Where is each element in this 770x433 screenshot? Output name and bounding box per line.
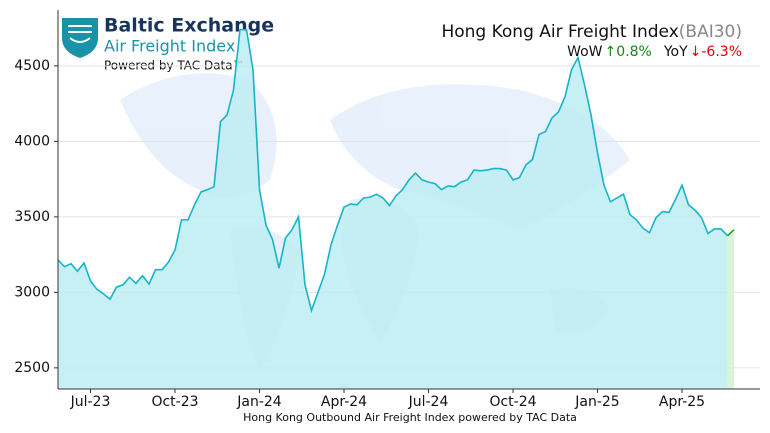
x-tick-label: Jul-23 (70, 394, 111, 410)
chart-title: Hong Kong Air Freight Index(BAI30) (441, 22, 742, 42)
brand-name: Baltic Exchange (104, 15, 274, 37)
x-tick-label: Apr-25 (659, 394, 705, 410)
title-main: Hong Kong Air Freight Index (441, 22, 678, 42)
change-name: YoY (663, 44, 688, 60)
title-code: (BAI30) (679, 22, 742, 42)
x-tick-label: Jan-25 (574, 394, 619, 410)
series-line (57, 28, 729, 314)
x-axis-label: Hong Kong Outbound Air Freight Index pow… (243, 411, 577, 424)
y-tick-label: 3500 (14, 209, 50, 225)
series-area (58, 29, 728, 389)
y-tick-label: 4500 (14, 58, 50, 74)
change-row: WoW ↑0.8% YoY ↓-6.3% (567, 44, 742, 60)
logo-icon (62, 18, 98, 58)
latest-area (727, 229, 734, 389)
y-tick-label: 3000 (14, 284, 50, 300)
latest-line (726, 229, 735, 237)
x-tick-label: Oct-24 (489, 394, 536, 410)
y-tick-label: 4000 (14, 133, 50, 149)
x-tick-label: Jul-24 (408, 394, 449, 410)
x-tick-label: Jan-24 (236, 394, 282, 410)
x-tick-label: Apr-24 (321, 394, 367, 410)
change-value: ↓-6.3% (690, 44, 742, 60)
brand-product: Air Freight Index (104, 37, 235, 56)
change-name: WoW (567, 44, 603, 60)
change-value: ↑0.8% (605, 44, 652, 60)
x-tick-label: Oct-23 (151, 394, 198, 410)
y-tick-label: 2500 (14, 360, 50, 376)
